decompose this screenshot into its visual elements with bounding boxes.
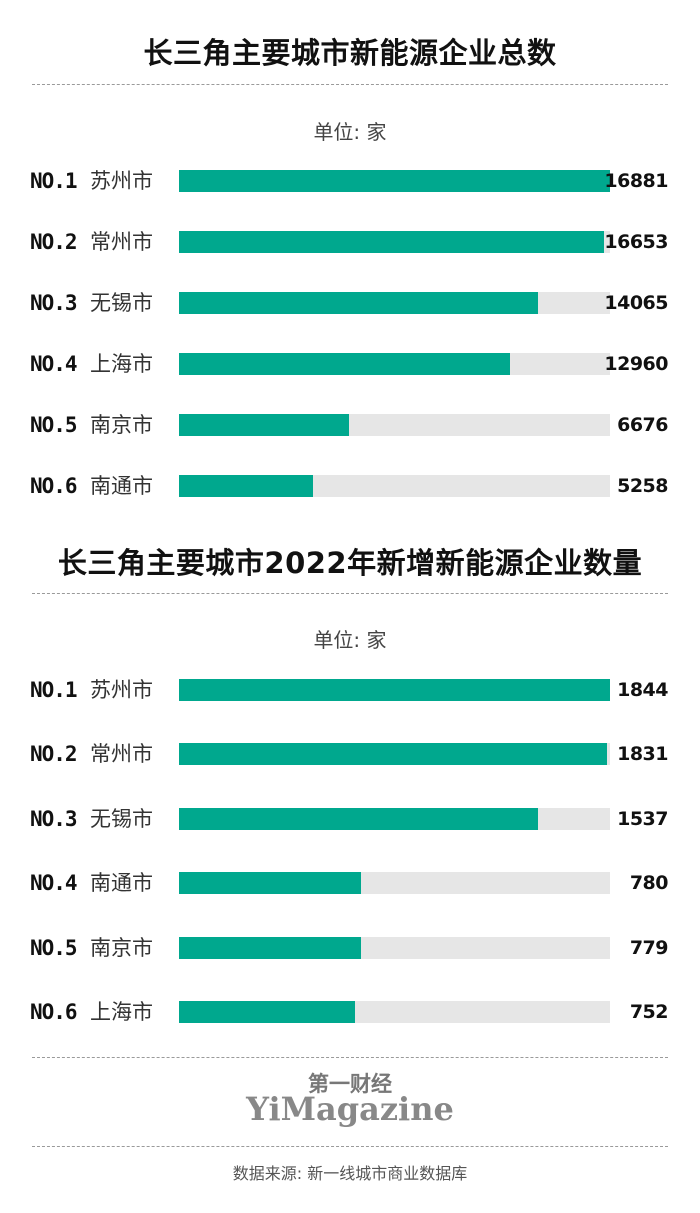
bar	[179, 679, 610, 701]
chart-1-row: NO.4 上海市 12960	[0, 349, 700, 379]
category-label: 上海市	[90, 352, 153, 376]
chart-2-row: NO.2 常州市 1831	[0, 739, 700, 769]
category-label: 南通市	[90, 474, 153, 498]
rank-label: NO.2	[30, 742, 78, 767]
data-label: 12960	[604, 353, 668, 375]
chart-2-row: NO.1 苏州市 1844	[0, 675, 700, 705]
bar-track	[179, 475, 610, 497]
category-label: 无锡市	[90, 806, 153, 831]
chart-1-row: NO.5 南京市 6676	[0, 410, 700, 440]
rank-label: NO.5	[30, 413, 78, 437]
data-label: 779	[629, 936, 669, 959]
rank-label: NO.4	[30, 352, 78, 376]
category-label: 常州市	[90, 230, 153, 254]
rank-label: NO.3	[30, 806, 78, 831]
bar	[179, 936, 362, 959]
bar-track	[179, 872, 610, 895]
bar-track	[179, 231, 610, 253]
bar-track	[179, 679, 610, 701]
chart-1-row: NO.2 常州市 16653	[0, 227, 700, 257]
category-label: 常州市	[90, 742, 153, 767]
category-label: 南京市	[90, 413, 153, 437]
bar-track	[179, 414, 610, 436]
chart-1-title: 长三角主要城市新能源企业总数	[143, 36, 557, 70]
rank-label: NO.6	[30, 474, 78, 498]
bar	[179, 353, 510, 375]
data-label: 14065	[604, 292, 668, 314]
bar-track	[179, 170, 610, 192]
rank-label: NO.5	[30, 935, 78, 960]
divider	[32, 84, 668, 85]
category-label: 苏州市	[90, 169, 153, 193]
rank-label: NO.4	[30, 871, 78, 896]
chart-2-row: NO.5 南京市 779	[0, 933, 700, 963]
category-label: 上海市	[90, 1000, 153, 1024]
rank-label: NO.3	[30, 291, 78, 315]
data-label: 5258	[617, 475, 668, 497]
chart-2-title: 长三角主要城市2022年新增新能源企业数量	[57, 546, 643, 580]
chart-1-row: NO.1 苏州市 16881	[0, 166, 700, 196]
brand-logo-cn: 第一财经	[308, 1072, 392, 1096]
rank-label: NO.1	[30, 169, 78, 193]
bar	[179, 475, 314, 497]
bar	[179, 292, 539, 314]
chart-2-row: NO.3 无锡市 1537	[0, 804, 700, 834]
divider	[32, 1057, 668, 1058]
rank-label: NO.1	[30, 678, 78, 702]
rank-label: NO.2	[30, 230, 78, 254]
chart-1-unit-label: 单位: 家	[313, 120, 387, 144]
bar-track	[179, 353, 610, 375]
bar-track	[179, 936, 610, 959]
bar	[179, 414, 350, 436]
bar	[179, 170, 610, 192]
divider	[32, 1146, 668, 1147]
data-label: 1537	[617, 807, 668, 830]
bar-track	[179, 743, 610, 766]
data-label: 6676	[617, 414, 668, 436]
bar-track	[179, 292, 610, 314]
brand-logo-en: YiMagazine	[246, 1090, 454, 1128]
data-label: 1844	[617, 679, 668, 701]
bar-track	[179, 807, 610, 830]
category-label: 南通市	[90, 871, 153, 896]
data-label: 752	[629, 1001, 669, 1023]
data-source: 数据来源: 新一线城市商业数据库	[232, 1164, 468, 1183]
category-label: 苏州市	[90, 678, 153, 702]
chart-2-row: NO.4 南通市 780	[0, 868, 700, 898]
category-label: 南京市	[90, 935, 153, 960]
chart-1-row: NO.6 南通市 5258	[0, 471, 700, 501]
chart-1-row: NO.3 无锡市 14065	[0, 288, 700, 318]
category-label: 无锡市	[90, 291, 153, 315]
data-label: 780	[629, 872, 669, 895]
chart-2-unit-label: 单位: 家	[313, 628, 387, 652]
chart-2-row: NO.6 上海市 752	[0, 997, 700, 1027]
bar	[179, 231, 605, 253]
bar-track	[179, 1001, 610, 1023]
bar	[179, 743, 607, 766]
data-label: 16653	[604, 231, 668, 253]
rank-label: NO.6	[30, 1000, 78, 1024]
bar	[179, 872, 362, 895]
bar	[179, 1001, 355, 1023]
data-label: 1831	[617, 743, 668, 766]
data-label: 16881	[604, 170, 668, 192]
divider	[32, 593, 668, 594]
bar	[179, 807, 539, 830]
